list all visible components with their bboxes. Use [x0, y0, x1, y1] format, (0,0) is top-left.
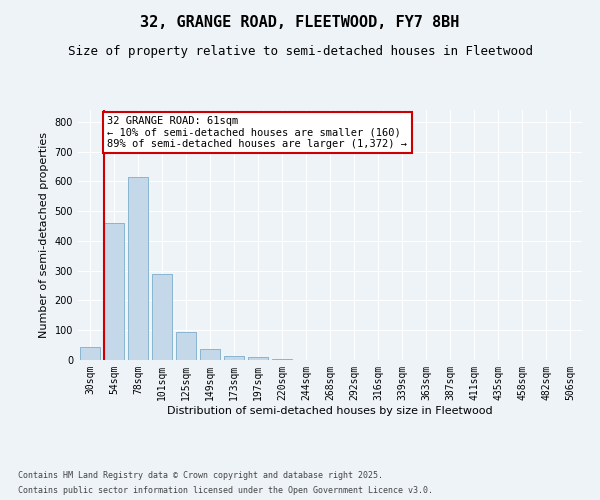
Bar	[272, 358, 292, 360]
X-axis label: Distribution of semi-detached houses by size in Fleetwood: Distribution of semi-detached houses by …	[167, 406, 493, 415]
Text: 32, GRANGE ROAD, FLEETWOOD, FY7 8BH: 32, GRANGE ROAD, FLEETWOOD, FY7 8BH	[140, 15, 460, 30]
Text: Contains HM Land Registry data © Crown copyright and database right 2025.: Contains HM Land Registry data © Crown c…	[18, 471, 383, 480]
Bar	[104, 223, 124, 360]
Bar	[200, 349, 220, 360]
Text: 32 GRANGE ROAD: 61sqm
← 10% of semi-detached houses are smaller (160)
89% of sem: 32 GRANGE ROAD: 61sqm ← 10% of semi-deta…	[107, 116, 407, 149]
Bar	[80, 346, 100, 360]
Bar	[248, 357, 268, 360]
Text: Contains public sector information licensed under the Open Government Licence v3: Contains public sector information licen…	[18, 486, 433, 495]
Bar	[152, 274, 172, 360]
Bar	[128, 177, 148, 360]
Text: Size of property relative to semi-detached houses in Fleetwood: Size of property relative to semi-detach…	[67, 45, 533, 58]
Y-axis label: Number of semi-detached properties: Number of semi-detached properties	[39, 132, 49, 338]
Bar	[224, 356, 244, 360]
Bar	[176, 332, 196, 360]
